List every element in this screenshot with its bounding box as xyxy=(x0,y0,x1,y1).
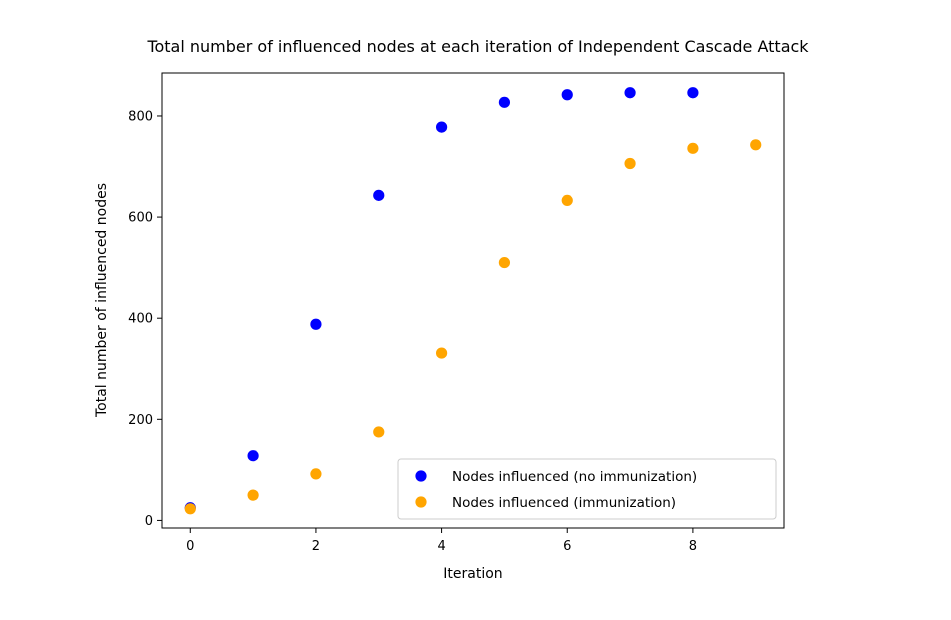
series-1-point-3 xyxy=(373,426,385,438)
y-tick-label-2: 400 xyxy=(128,312,153,327)
series-0-point-5 xyxy=(498,96,511,108)
legend-label-1: Nodes influenced (immunization) xyxy=(452,495,676,511)
series-1-point-8 xyxy=(687,142,699,154)
x-tick-label-4: 8 xyxy=(689,539,697,554)
plot-area-frame xyxy=(161,72,785,529)
series-0-point-3 xyxy=(373,189,385,201)
series-0-point-1 xyxy=(247,450,259,462)
series-0-point-8 xyxy=(687,87,699,99)
series-1-point-9 xyxy=(750,139,762,151)
legend-box xyxy=(397,458,777,520)
series-1-point-6 xyxy=(561,194,573,206)
y-tick-label-0: 0 xyxy=(145,514,153,529)
series-1-point-4 xyxy=(435,347,448,359)
x-tick-label-1: 2 xyxy=(312,539,320,554)
y-tick-label-1: 200 xyxy=(128,413,153,428)
legend-marker-0 xyxy=(415,470,427,482)
series-1-point-0 xyxy=(184,503,196,515)
y-tick-label-4: 800 xyxy=(128,109,153,124)
series-0-point-7 xyxy=(624,87,636,99)
legend-marker-1 xyxy=(415,496,427,508)
data-points xyxy=(184,87,762,515)
y-axis-label: Total number of influenced nodes xyxy=(94,183,110,418)
x-tick-label-3: 6 xyxy=(563,539,571,554)
legend-label-0: Nodes influenced (no immunization) xyxy=(452,469,697,485)
chart-title: Total number of influenced nodes at each… xyxy=(146,37,809,56)
series-1-point-7 xyxy=(624,157,636,170)
series-0-point-2 xyxy=(310,318,322,330)
series-1-point-5 xyxy=(498,256,511,269)
x-tick-label-0: 0 xyxy=(186,539,194,554)
legend: Nodes influenced (no immunization) Nodes … xyxy=(397,458,777,520)
x-axis-label: Iteration xyxy=(443,566,502,582)
y-axis-ticks: 0 200 400 600 800 xyxy=(128,109,162,529)
series-0-point-4 xyxy=(435,121,448,133)
x-axis-ticks: 0 2 4 6 8 xyxy=(186,528,697,554)
series-1-point-1 xyxy=(247,489,259,501)
series-0-point-6 xyxy=(561,89,573,101)
y-tick-label-3: 600 xyxy=(128,211,153,226)
series-1-point-2 xyxy=(310,468,322,480)
x-tick-label-2: 4 xyxy=(437,539,445,554)
